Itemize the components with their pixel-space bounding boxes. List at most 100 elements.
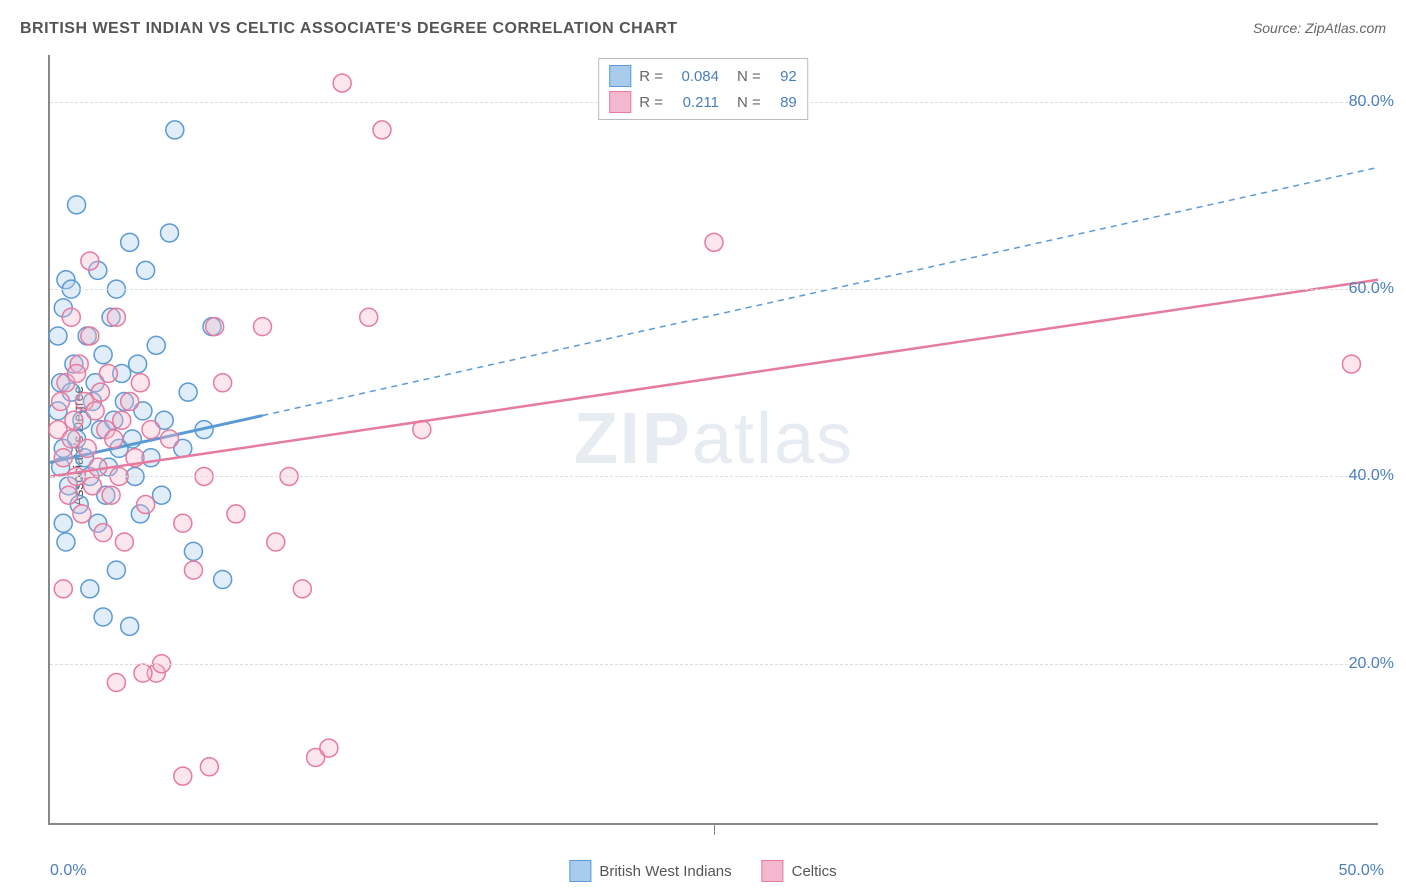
scatter-point <box>54 580 72 598</box>
scatter-point <box>142 421 160 439</box>
scatter-point <box>57 533 75 551</box>
scatter-point <box>94 346 112 364</box>
scatter-point <box>137 496 155 514</box>
scatter-point <box>184 542 202 560</box>
scatter-point <box>214 570 232 588</box>
scatter-point <box>174 767 192 785</box>
chart-plot-area: ZIPatlas <box>48 55 1378 825</box>
scatter-point <box>161 224 179 242</box>
scatter-point <box>174 514 192 532</box>
scatter-point <box>99 364 117 382</box>
x-tick-min: 0.0% <box>50 862 86 880</box>
series-legend: British West Indians Celtics <box>569 860 836 882</box>
scatter-point <box>179 383 197 401</box>
scatter-point <box>214 374 232 392</box>
scatter-point <box>73 505 91 523</box>
scatter-point <box>320 739 338 757</box>
scatter-point <box>705 233 723 251</box>
scatter-point <box>147 336 165 354</box>
scatter-point <box>161 430 179 448</box>
n-label: N = <box>737 94 761 111</box>
scatter-point <box>94 524 112 542</box>
scatter-point <box>115 533 133 551</box>
scatter-point <box>153 486 171 504</box>
scatter-point <box>68 196 86 214</box>
scatter-point <box>52 393 70 411</box>
trend-line-dashed <box>262 167 1378 415</box>
swatch-series-1-bottom <box>569 860 591 882</box>
scatter-point <box>166 121 184 139</box>
swatch-series-2-bottom <box>762 860 784 882</box>
scatter-point <box>200 758 218 776</box>
scatter-point <box>206 318 224 336</box>
scatter-point <box>113 411 131 429</box>
legend-label-2: Celtics <box>792 863 837 880</box>
y-tick-label: 80.0% <box>1349 93 1394 111</box>
swatch-series-1 <box>609 65 631 87</box>
scatter-point <box>65 411 83 429</box>
y-tick-label: 40.0% <box>1349 467 1394 485</box>
scatter-point <box>137 261 155 279</box>
scatter-point <box>81 580 99 598</box>
y-tick-label: 20.0% <box>1349 655 1394 673</box>
scatter-point <box>78 439 96 457</box>
gridline <box>50 476 1378 477</box>
scatter-point <box>121 233 139 251</box>
scatter-point <box>89 458 107 476</box>
scatter-point <box>253 318 271 336</box>
scatter-point <box>91 383 109 401</box>
scatter-svg <box>50 55 1378 823</box>
x-tick-max: 50.0% <box>1339 862 1384 880</box>
scatter-point <box>54 514 72 532</box>
r-value-2: 0.211 <box>671 94 719 111</box>
scatter-point <box>131 374 149 392</box>
scatter-point <box>83 477 101 495</box>
n-value-2: 89 <box>769 94 797 111</box>
scatter-point <box>129 355 147 373</box>
n-value-1: 92 <box>769 68 797 85</box>
scatter-point <box>62 430 80 448</box>
source-attribution: Source: ZipAtlas.com <box>1253 20 1386 36</box>
scatter-point <box>54 449 72 467</box>
chart-title: BRITISH WEST INDIAN VS CELTIC ASSOCIATE'… <box>20 20 678 38</box>
scatter-point <box>49 327 67 345</box>
scatter-point <box>184 561 202 579</box>
scatter-point <box>81 252 99 270</box>
scatter-point <box>1342 355 1360 373</box>
x-tick-mark <box>714 823 715 835</box>
y-tick-label: 60.0% <box>1349 280 1394 298</box>
scatter-point <box>134 664 152 682</box>
scatter-point <box>68 364 86 382</box>
scatter-point <box>227 505 245 523</box>
scatter-point <box>373 121 391 139</box>
n-label: N = <box>737 68 761 85</box>
legend-row-series-2: R = 0.211 N = 89 <box>609 89 797 115</box>
scatter-point <box>62 308 80 326</box>
scatter-point <box>267 533 285 551</box>
r-value-1: 0.084 <box>671 68 719 85</box>
scatter-point <box>60 486 78 504</box>
scatter-point <box>81 327 99 345</box>
scatter-point <box>102 486 120 504</box>
r-label: R = <box>639 68 663 85</box>
legend-row-series-1: R = 0.084 N = 92 <box>609 63 797 89</box>
scatter-point <box>86 402 104 420</box>
r-label: R = <box>639 94 663 111</box>
scatter-point <box>105 430 123 448</box>
swatch-series-2 <box>609 91 631 113</box>
scatter-point <box>333 74 351 92</box>
scatter-point <box>121 393 139 411</box>
scatter-point <box>107 674 125 692</box>
legend-label-1: British West Indians <box>599 863 731 880</box>
scatter-point <box>94 608 112 626</box>
scatter-point <box>360 308 378 326</box>
scatter-point <box>293 580 311 598</box>
legend-item-2: Celtics <box>762 860 837 882</box>
trend-line-solid <box>50 280 1378 477</box>
scatter-point <box>107 308 125 326</box>
scatter-point <box>107 561 125 579</box>
correlation-legend: R = 0.084 N = 92 R = 0.211 N = 89 <box>598 58 808 120</box>
gridline <box>50 664 1378 665</box>
gridline <box>50 289 1378 290</box>
scatter-point <box>121 617 139 635</box>
